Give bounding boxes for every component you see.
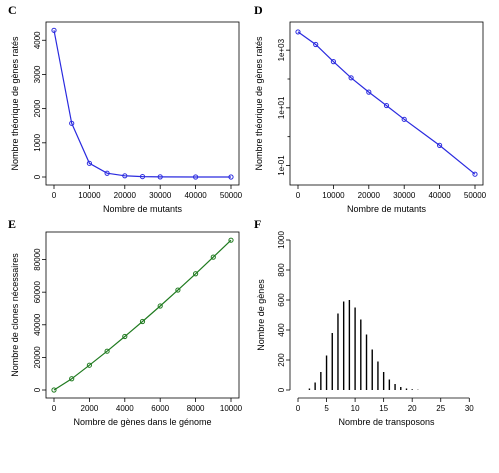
panel-e: E 0 2000 4000 6000 8000 10000 0 20000 40000 60000 8… [8,217,243,427]
x-axis-title: Nombre de mutants [347,204,427,214]
x-tick-label: 0 [52,191,57,200]
y-axis-title: Nombre théorique de gènes ratés [10,36,20,171]
x-tick-label: 25 [436,404,445,413]
data-point [330,59,336,65]
y-tick-label: 3000 [33,65,42,83]
y-tick-label: 600 [277,293,286,307]
data-point [366,89,372,95]
y-tick-label: 80000 [33,248,42,271]
y-tick-label: 40000 [33,313,42,336]
x-tick-label: 0 [52,404,57,413]
panel-letter: D [254,3,263,17]
x-tick-label: 10000 [220,404,243,413]
x-tick-label: 10000 [322,191,345,200]
x-tick-label: 6000 [151,404,169,413]
y-axis-title: Nombre de clones nécessaires [10,253,20,377]
y-axis-title: Nombre théorique de gènes ratés [254,36,264,171]
x-tick-label: 5 [324,404,329,413]
x-axis-title: Nombre de transposons [338,417,435,427]
x-tick-label: 40000 [184,191,207,200]
data-point [86,362,93,368]
data-point [157,303,163,309]
y-tick-label: 1e+03 [277,38,286,61]
series-line [297,31,476,175]
y-tick-label: 200 [277,353,286,367]
y-tick-label: 60000 [33,281,42,304]
data-point [86,160,93,166]
data-point [193,271,199,277]
x-tick-label: 20000 [358,191,381,200]
panel-c: C 0 10000 20000 30000 40000 50000 0 1000 2000 3000… [8,3,243,214]
data-point [228,174,234,180]
data-point [69,120,75,126]
series-line [53,30,231,178]
x-tick-label: 40000 [428,191,451,200]
x-tick-label: 15 [379,404,388,413]
y-tick-label: 400 [277,323,286,337]
data-point [104,348,110,354]
data-point [437,142,443,148]
y-axis-title: Nombre de gènes [256,279,266,351]
x-tick-label: 30 [465,404,474,413]
panel-f: F 0 5 10 15 20 25 30 0 200 400 600 800 1000 Nombre de … [254,217,474,427]
y-tick-label: 1000 [33,133,42,151]
data-point [210,254,216,260]
data-point [383,102,390,109]
x-tick-label: 30000 [149,191,172,200]
data-point [122,173,128,179]
data-point [193,174,199,180]
y-tick-label: 0 [33,387,42,392]
panel-letter: C [8,3,17,17]
x-tick-label: 20 [408,404,417,413]
x-tick-label: 0 [296,191,301,200]
x-tick-label: 50000 [464,191,487,200]
y-tick-label: 1e+01 [277,96,286,119]
x-axis-title: Nombre de mutants [103,204,183,214]
panel-letter: F [254,217,261,231]
data-point [295,29,301,35]
x-tick-label: 20000 [114,191,137,200]
data-point [69,376,75,382]
data-point [401,116,407,122]
y-tick-label: 800 [277,263,286,277]
x-tick-label: 2000 [81,404,99,413]
y-tick-label: 1e-01 [277,155,286,176]
data-point [228,237,234,243]
y-tick-label: 4000 [33,31,42,49]
data-point [122,333,128,340]
plot-frame [45,231,240,399]
data-point [104,170,110,176]
x-tick-label: 10 [351,404,360,413]
x-tick-label: 4000 [116,404,134,413]
y-tick-label: 0 [277,387,286,392]
y-tick-label: 0 [33,174,42,179]
x-tick-label: 50000 [220,191,243,200]
data-point [175,287,181,293]
series-line [53,239,232,391]
x-tick-label: 0 [296,404,301,413]
x-tick-label: 8000 [187,404,205,413]
data-point [157,174,163,180]
x-tick-label: 10000 [78,191,101,200]
y-tick-label: 20000 [33,346,42,369]
x-tick-label: 30000 [393,191,416,200]
data-point [472,171,478,177]
data-point [139,173,146,180]
panel-d: D 0 10000 20000 30000 40000 50000 1e-01 1e+01 1e+… [254,3,487,214]
data-point [51,387,57,393]
y-tick-label: 2000 [33,99,42,117]
y-tick-label: 1000 [277,231,286,249]
data-point [313,41,319,48]
data-point [348,75,354,81]
data-point [51,27,57,33]
panel-letter: E [8,217,16,231]
data-point [139,318,146,325]
plot-frame [45,21,240,186]
plot-frame [289,21,484,186]
x-axis-title: Nombre de gènes dans le génome [73,417,211,427]
